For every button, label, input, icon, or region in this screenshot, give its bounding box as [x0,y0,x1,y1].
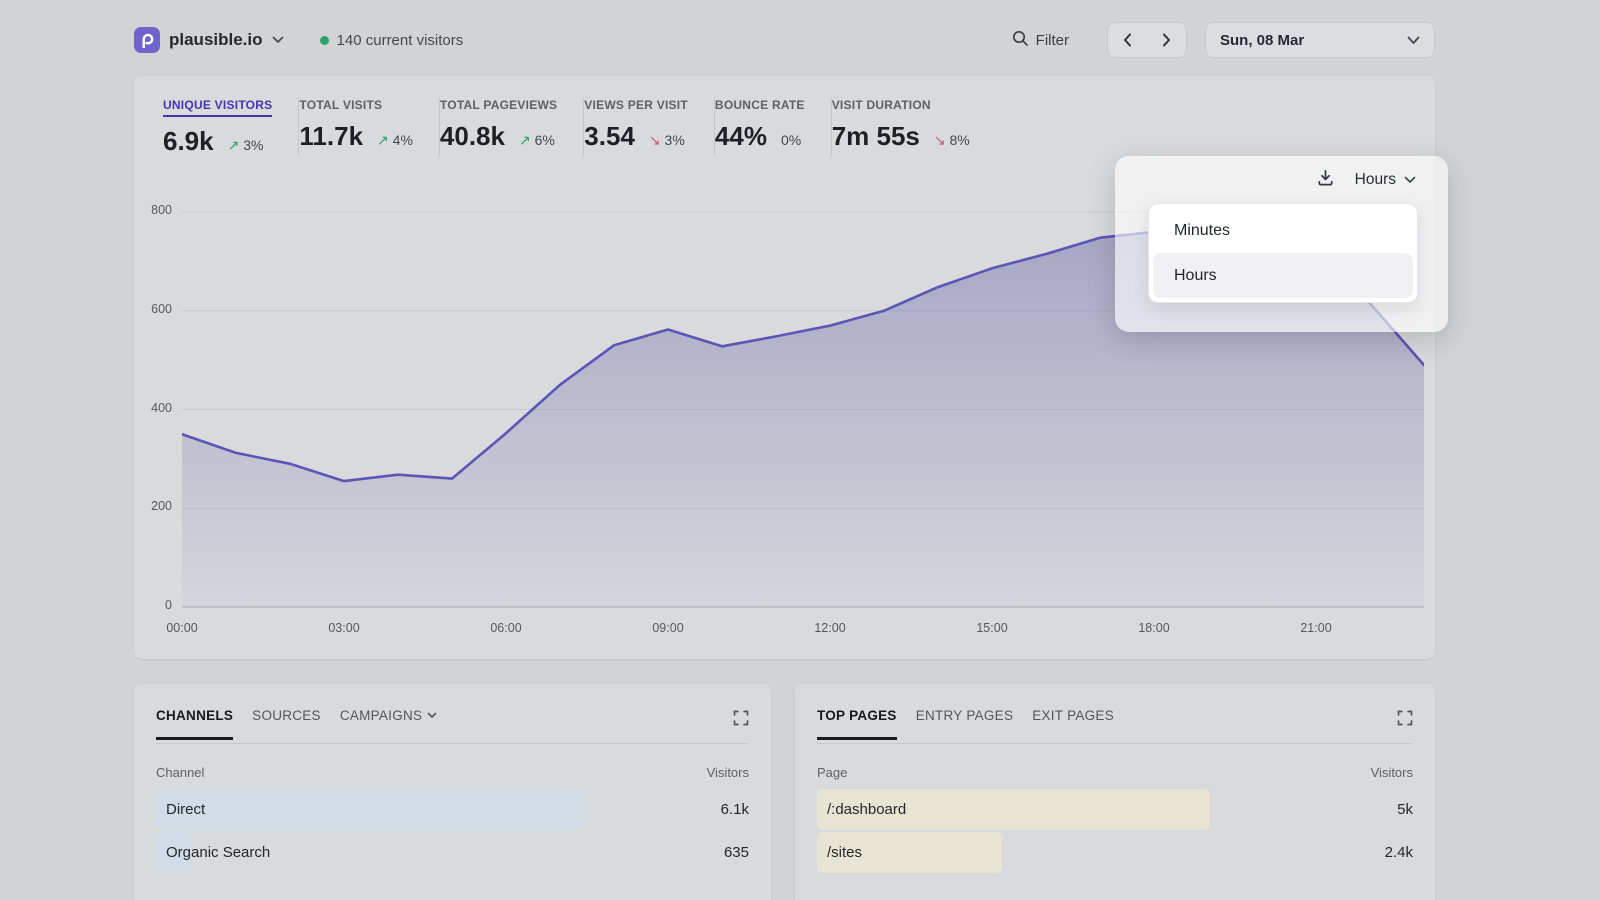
download-icon[interactable] [1316,168,1335,192]
divider [438,98,440,157]
stats-row: UNIQUE VISITORS 6.9k ↗ 3% TOTAL VISITS 1… [163,98,996,157]
column-visitors: Visitors [706,765,749,780]
trend-down-icon: ↘ [648,132,661,148]
current-visitors-label: 140 current visitors [336,31,464,49]
site-name: plausible.io [169,30,263,49]
y-tick-label: 600 [151,302,172,316]
chevron-down-icon [1407,36,1420,45]
expand-icon[interactable] [733,708,749,726]
next-period-button[interactable] [1147,23,1186,57]
current-visitors[interactable]: 140 current visitors [319,31,464,49]
table-row[interactable]: Organic Search 635 [156,832,749,873]
interval-dropdown-panel: Hours Minutes Hours [1115,156,1448,332]
column-page: Page [817,765,848,780]
stat-unique-visitors[interactable]: UNIQUE VISITORS 6.9k ↗ 3% [163,98,273,156]
tab-exit-pages[interactable]: EXIT PAGES [1032,708,1114,723]
y-tick-label: 800 [151,203,172,217]
row-label[interactable]: /:dashboard [827,801,907,818]
pages-rows: /:dashboard 5k /sites 2.4k [817,789,1413,873]
column-visitors: Visitors [1370,765,1413,780]
channels-column-headers: Channel Visitors [156,765,749,780]
filter-label: Filter [1035,31,1069,49]
x-tick-label: 18:00 [1138,621,1170,635]
row-value: 5k [1397,801,1413,818]
chevron-down-icon [272,36,284,44]
search-icon [1012,30,1029,51]
stat-bounce-rate[interactable]: BOUNCE RATE 44% 0% [714,98,805,151]
interval-selected-label: Hours [1354,171,1396,188]
trend-up-icon: ↗ [227,137,240,153]
x-tick-label: 12:00 [814,621,846,635]
table-row[interactable]: /:dashboard 5k [817,789,1413,830]
prev-period-button[interactable] [1108,23,1147,57]
row-label[interactable]: Organic Search [166,844,271,861]
topbar: plausible.io 140 current visitors Filter [134,16,1435,64]
trend-up-icon: ↗ [518,132,531,148]
analytics-card: UNIQUE VISITORS 6.9k ↗ 3% TOTAL VISITS 1… [134,76,1448,659]
row-bar [156,832,192,873]
expand-icon[interactable] [1397,708,1413,726]
stat-visit-duration[interactable]: VISIT DURATION 7m 55s ↘ 8% [831,98,970,151]
y-tick-label: 400 [151,401,172,415]
tab-campaigns[interactable]: CAMPAIGNS [340,708,437,737]
menu-item-minutes[interactable]: Minutes [1174,221,1231,239]
channels-tabs: CHANNELS SOURCES CAMPAIGNS [156,708,749,744]
divider [583,98,585,157]
row-bar [156,789,583,830]
table-row[interactable]: Direct 6.1k [156,789,749,830]
row-bar [817,789,1211,830]
x-tick-label: 15:00 [976,621,1008,635]
divider [830,98,832,157]
divider [298,98,300,157]
interval-control: Hours [1316,168,1416,192]
menu-item-hours[interactable]: Hours [1153,253,1413,298]
date-nav-group [1107,22,1187,58]
plausible-logo [134,27,160,53]
row-label[interactable]: /sites [827,844,863,861]
x-tick-label: 06:00 [490,621,522,635]
chevron-down-icon [427,712,437,719]
pages-card: TOP PAGES ENTRY PAGES EXIT PAGES Page Vi… [795,684,1435,900]
chart-area-fill [182,231,1424,608]
tab-sources[interactable]: SOURCES [252,708,321,723]
channels-card: CHANNELS SOURCES CAMPAIGNS Channel Visit… [134,684,771,900]
trend-down-icon: ↘ [933,132,946,148]
date-picker[interactable]: Sun, 08 Mar [1205,22,1435,58]
filter-button[interactable]: Filter [1012,30,1069,51]
row-value: 635 [723,844,749,861]
chevron-down-icon [1404,176,1416,184]
table-row[interactable]: /sites 2.4k [817,832,1413,873]
x-tick-label: 09:00 [652,621,684,635]
row-value: 2.4k [1384,844,1413,861]
row-value: 6.1k [720,801,749,818]
y-tick-label: 0 [165,598,172,612]
stat-views-per-visit[interactable]: VIEWS PER VISIT 3.54 ↘ 3% [584,98,688,151]
tab-entry-pages[interactable]: ENTRY PAGES [915,708,1014,723]
y-tick-label: 200 [151,499,172,513]
row-bar [817,832,1002,873]
stat-total-visits[interactable]: TOTAL VISITS 11.7k ↗ 4% [299,98,413,151]
x-tick-label: 00:00 [166,621,198,635]
pages-tabs: TOP PAGES ENTRY PAGES EXIT PAGES [817,708,1413,744]
x-tick-label: 21:00 [1300,621,1332,635]
site-switcher[interactable]: plausible.io [134,27,284,53]
x-tick-label: 03:00 [328,621,360,635]
channels-rows: Direct 6.1k Organic Search 635 [156,789,749,873]
divider [713,98,715,157]
live-dot-icon [319,35,329,45]
row-label[interactable]: Direct [166,801,206,818]
trend-up-icon: ↗ [377,132,389,148]
date-label: Sun, 08 Mar [1220,31,1305,49]
pages-column-headers: Page Visitors [817,765,1413,780]
tab-channels[interactable]: CHANNELS [156,708,234,740]
tab-top-pages[interactable]: TOP PAGES [817,708,897,740]
interval-selector[interactable]: Hours [1355,171,1416,189]
column-channel: Channel [156,765,205,780]
stat-total-pageviews[interactable]: TOTAL PAGEVIEWS 40.8k ↗ 6% [439,98,558,151]
interval-menu: Minutes Hours [1148,203,1418,303]
topbar-right: Filter Sun, 08 Mar [1012,22,1435,58]
